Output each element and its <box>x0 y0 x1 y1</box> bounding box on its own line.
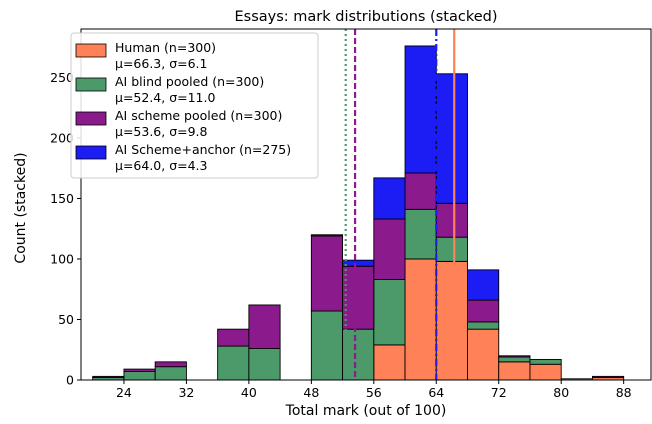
bar-series1-bin24 <box>123 371 156 381</box>
bar-series1-bin60 <box>404 208 437 260</box>
legend-box <box>70 32 319 179</box>
chart-title: Essays: mark distributions (stacked) <box>235 9 498 25</box>
x-tick-label-64: 64 <box>428 385 444 400</box>
bar-series3-bin48 <box>310 234 344 237</box>
bar-series0-bin76 <box>529 363 562 381</box>
bar-series2-bin68 <box>467 299 500 323</box>
bar-series2-bin64 <box>435 202 468 238</box>
x-tick-label-56: 56 <box>366 385 382 400</box>
legend: Human (n=300)μ=66.3, σ=6.1 AI blind poole… <box>70 32 319 179</box>
bar-series3-bin52 <box>342 259 375 267</box>
bar-series2-bin36 <box>217 328 250 347</box>
bar-series3-bin64 <box>435 73 468 204</box>
legend-swatch-3 <box>75 145 107 160</box>
plot-frame <box>80 28 652 381</box>
bar-series3-bin56 <box>373 177 406 220</box>
legend-stats-3: μ=64.0, σ=4.3 <box>115 158 207 173</box>
y-tick-label-250: 250 <box>50 70 74 85</box>
bar-series1-bin28 <box>154 366 187 381</box>
y-tick-label-150: 150 <box>50 191 74 206</box>
bar-series3-bin68 <box>467 269 500 301</box>
x-tick-label-72: 72 <box>491 385 507 400</box>
legend-swatch-1 <box>75 77 107 92</box>
bar-series0-bin64 <box>435 260 468 381</box>
x-tick-label-80: 80 <box>553 385 569 400</box>
x-tick-label-48: 48 <box>303 385 319 400</box>
legend-label-1: AI blind pooled (n=300) <box>115 74 264 89</box>
bar-series1-bin52 <box>342 328 375 381</box>
bar-series0-bin56 <box>373 344 406 381</box>
legend-label-2: AI scheme pooled (n=300) <box>115 108 282 123</box>
bar-series3-bin60 <box>404 45 437 174</box>
bar-series1-bin56 <box>373 279 406 346</box>
legend-label-0: Human (n=300) <box>115 40 216 55</box>
bar-series2-bin20 <box>92 375 125 379</box>
bar-series2-bin84 <box>591 375 625 379</box>
bar-series2-bin24 <box>123 368 156 372</box>
bar-series1-bin72 <box>498 356 531 363</box>
y-tick-label-50: 50 <box>58 312 74 327</box>
bar-series2-bin72 <box>498 355 531 358</box>
x-tick-label-24: 24 <box>116 385 132 400</box>
bar-series2-bin52 <box>342 265 375 330</box>
x-axis: 24 32 40 48 56 64 72 80 88 <box>116 380 632 400</box>
bar-series1-bin36 <box>217 345 250 381</box>
y-axis: 0 50 100 150 200 250 <box>50 70 81 388</box>
y-axis-label: Count (stacked) <box>13 152 29 263</box>
bars-group <box>92 45 625 381</box>
legend-label-3: AI Scheme+anchor (n=275) <box>115 142 291 157</box>
bar-series0-bin72 <box>498 361 531 381</box>
x-tick-label-40: 40 <box>241 385 257 400</box>
bar-series1-bin68 <box>467 321 500 330</box>
bar-series0-bin60 <box>404 258 437 381</box>
bar-series2-bin48 <box>310 235 344 312</box>
bar-series2-bin40 <box>248 304 281 349</box>
bar-series1-bin48 <box>310 310 344 381</box>
legend-swatch-0 <box>75 43 107 58</box>
y-tick-label-100: 100 <box>50 251 74 266</box>
x-tick-label-88: 88 <box>616 385 632 400</box>
x-tick-label-32: 32 <box>178 385 194 400</box>
bar-series0-bin68 <box>467 328 500 381</box>
bar-series2-bin60 <box>404 172 437 210</box>
y-tick-label-0: 0 <box>66 373 74 388</box>
x-axis-label: Total mark (out of 100) <box>285 403 447 419</box>
legend-swatch-2 <box>75 111 107 126</box>
legend-stats-0: μ=66.3, σ=6.1 <box>115 56 207 71</box>
mean-lines-group <box>344 29 456 380</box>
legend-stats-2: μ=53.6, σ=9.8 <box>115 124 208 139</box>
bar-series2-bin56 <box>373 218 406 280</box>
y-tick-label-200: 200 <box>50 130 74 145</box>
bar-series1-bin40 <box>248 348 281 381</box>
legend-stats-1: μ=52.4, σ=11.0 <box>115 90 215 105</box>
bar-series1-bin76 <box>529 358 562 365</box>
bar-series2-bin28 <box>154 361 187 368</box>
bar-series1-bin64 <box>435 236 468 262</box>
